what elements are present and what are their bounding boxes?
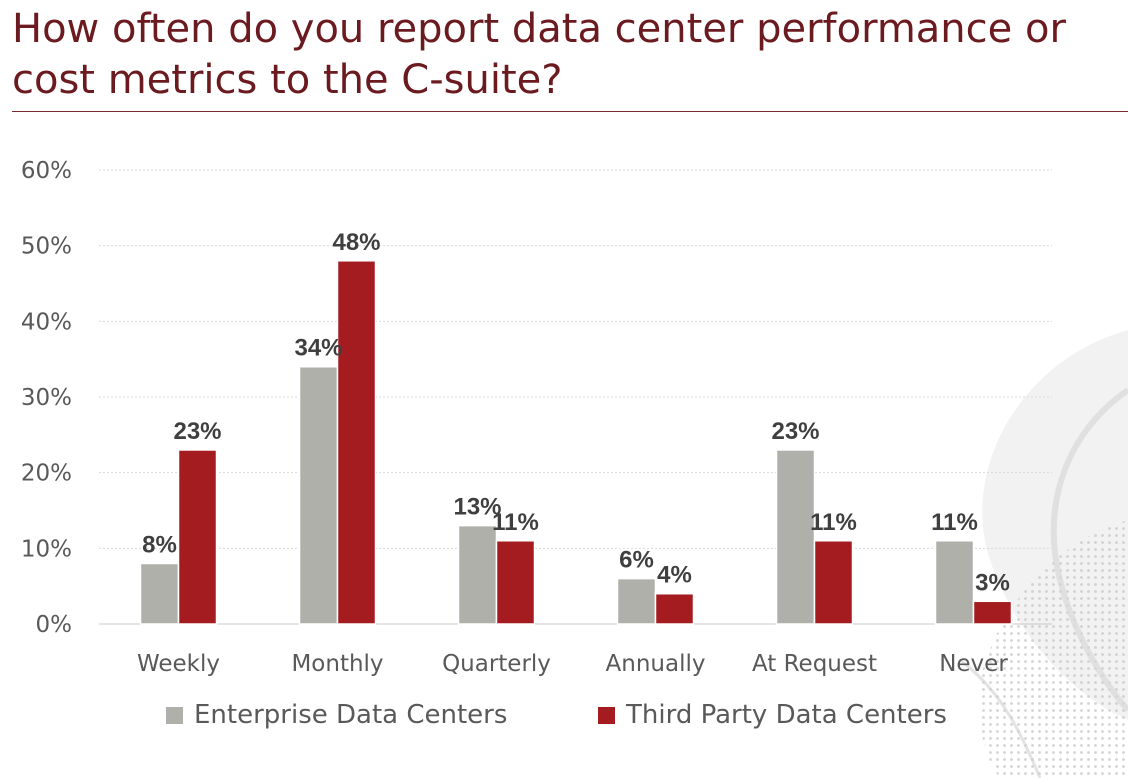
data-label-third-party: 4% [657,562,692,589]
x-category-label: At Request [752,651,877,677]
bar-enterprise [934,540,975,625]
x-category-label: Monthly [291,651,383,677]
bar-chart: 0%10%20%30%40%50%60% 8%23%34%48%13%11%6%… [21,158,1052,677]
y-tick-label: 30% [21,385,72,411]
data-label-enterprise: 11% [931,509,978,536]
bar-enterprise [457,524,498,625]
chart-legend: Enterprise Data Centers Third Party Data… [0,700,1128,734]
y-tick-label: 60% [21,158,72,184]
legend-item-third-party: Third Party Data Centers [598,700,947,730]
y-tick-label: 20% [21,461,72,487]
data-label-third-party: 3% [975,569,1010,596]
data-label-enterprise: 13% [453,494,501,521]
bar-third-party [336,260,377,625]
x-category-label: Never [939,651,1008,677]
data-label-third-party: 11% [492,509,539,536]
bar-third-party [654,592,695,625]
title-divider [12,111,1128,112]
legend-item-enterprise: Enterprise Data Centers [166,700,507,730]
bar-third-party [177,449,218,625]
y-axis-tick-labels: 0% 10% 20% 30% 40% 50% 60% [21,158,72,638]
data-label-enterprise: 8% [142,531,177,558]
data-labels: 8%23%34%48%13%11%6%4%23%11% 11%3% [142,229,1010,596]
legend-label-enterprise: Enterprise Data Centers [194,700,508,730]
y-tick-label: 40% [21,309,72,335]
data-label-third-party: 23% [173,418,221,445]
data-label-enterprise: 34% [294,335,342,362]
bar-third-party [813,540,854,625]
x-category-label: Quarterly [442,651,551,677]
data-label-enterprise: 23% [771,418,819,445]
data-label-third-party: 11% [810,509,857,536]
bar-third-party [972,600,1013,625]
bar-third-party [495,540,536,625]
legend-label-third-party: Third Party Data Centers [626,700,947,730]
x-axis-category-labels: Weekly Monthly Quarterly Annually At Request… [137,651,1008,677]
x-category-label: Annually [606,651,706,677]
bar-enterprise [298,365,339,625]
x-category-label: Weekly [137,651,220,677]
y-tick-label: 10% [21,536,72,562]
data-label-enterprise: 6% [619,547,654,574]
bar-enterprise [616,577,657,625]
bars [139,260,1013,625]
gridlines [99,169,1052,625]
bar-enterprise [139,562,180,625]
bar-enterprise [775,449,816,625]
data-label-third-party: 48% [332,229,380,256]
y-tick-label: 0% [36,612,73,638]
page-title: How often do you report data center perf… [12,6,1066,103]
y-tick-label: 50% [21,234,72,260]
legend-swatch-third-party [598,706,615,724]
legend-swatch-enterprise [166,706,183,724]
